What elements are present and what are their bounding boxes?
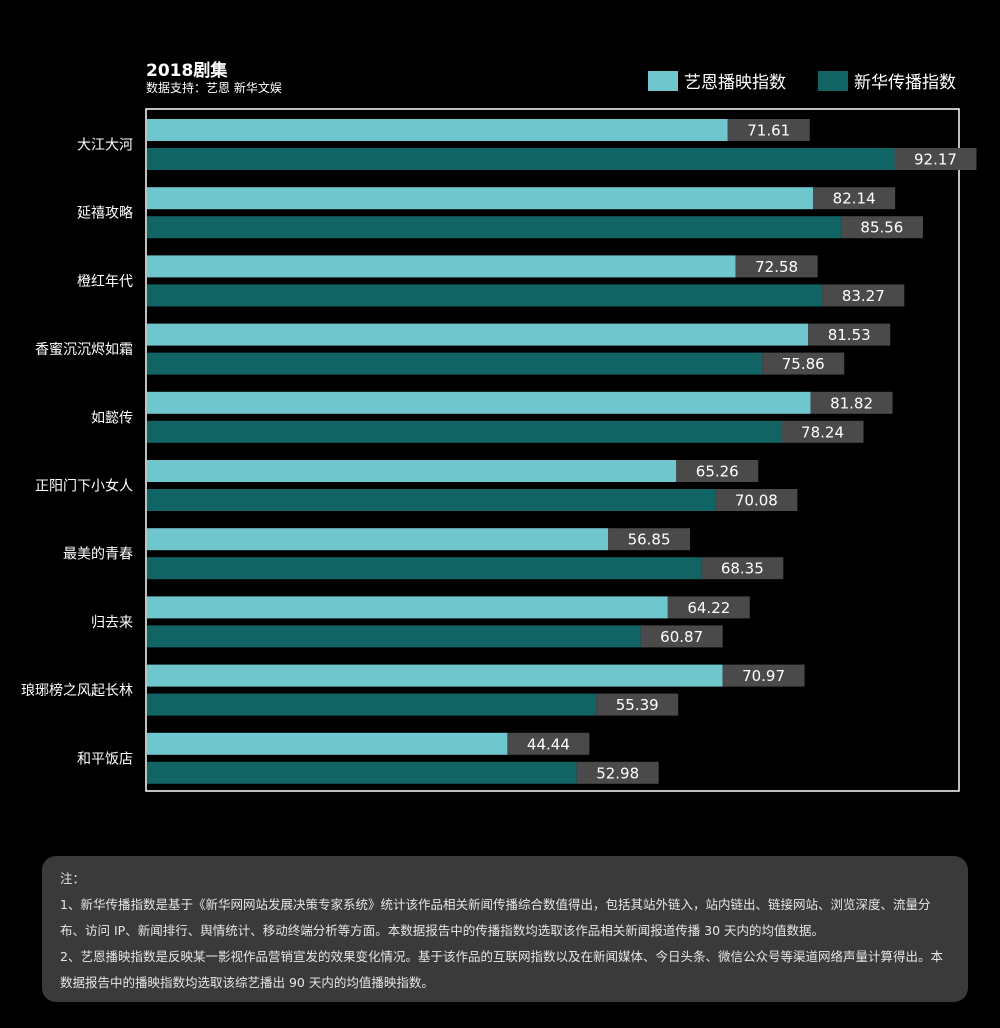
bar-xinhua	[147, 352, 763, 375]
bar-xinhua	[147, 693, 597, 716]
data-label-bg-xinhua	[640, 625, 723, 648]
data-label-yien: 81.53	[828, 326, 871, 344]
data-label-bg-yien	[813, 187, 896, 210]
data-label-xinhua: 55.39	[616, 696, 659, 714]
bar-chart: 大江大河 71.61 92.17 延禧攻略 82.14 85.56 橙红年代 72.58 83.…	[21, 108, 977, 792]
data-label-xinhua: 70.08	[735, 492, 778, 510]
bar-xinhua	[147, 761, 577, 784]
category-label: 橙红年代	[77, 274, 133, 290]
data-label-xinhua: 68.35	[721, 560, 764, 578]
legend-swatch-xinhua	[818, 70, 848, 91]
data-label-xinhua: 92.17	[914, 151, 957, 169]
notes-heading: 注：	[60, 871, 86, 886]
category-label: 最美的青春	[63, 547, 133, 563]
data-label-bg-xinhua	[715, 489, 798, 511]
data-label-bg-xinhua	[576, 761, 659, 784]
category-label: 如懿传	[91, 410, 133, 426]
data-label-bg-xinhua	[822, 284, 905, 307]
bar-xinhua	[147, 148, 895, 170]
bar-yien	[147, 528, 609, 551]
data-label-bg-xinhua	[596, 693, 679, 716]
data-label-bg-yien	[676, 460, 759, 482]
bar-yien	[147, 323, 809, 346]
data-label-yien: 65.26	[696, 463, 739, 481]
category-label: 琅琊榜之风起长林	[21, 682, 133, 699]
category-label: 归去来	[91, 614, 133, 631]
data-label-bg-yien	[727, 119, 810, 141]
data-label-bg-yien	[667, 596, 750, 619]
data-label-bg-xinhua	[701, 557, 784, 580]
bar-yien	[147, 596, 668, 619]
data-label-yien: 71.61	[747, 122, 790, 140]
legend-item-yien: 艺恩播映指数	[648, 68, 786, 93]
bar-xinhua	[147, 284, 823, 307]
data-label-yien: 82.14	[833, 190, 876, 208]
data-label-bg-yien	[735, 255, 818, 278]
bar-yien	[147, 255, 736, 278]
data-label-xinhua: 83.27	[842, 287, 885, 305]
bar-xinhua	[147, 625, 641, 648]
data-label-xinhua: 75.86	[782, 355, 825, 373]
category-label: 延禧攻略	[77, 206, 133, 222]
data-label-xinhua: 60.87	[660, 628, 703, 646]
data-label-yien: 44.44	[527, 735, 570, 753]
data-label-yien: 70.97	[742, 667, 785, 685]
data-label-bg-yien	[722, 664, 805, 687]
bar-xinhua	[147, 216, 841, 239]
chart-subtitle: 数据支持：艺恩 新华文娱	[146, 81, 282, 95]
data-label-bg-yien	[808, 323, 891, 346]
bar-yien	[147, 460, 677, 482]
legend-swatch-yien	[648, 70, 678, 91]
notes-line-1: 1、新华传播指数是基于《新华网网站发展决策专家系统》统计该作品相关新闻传播综合数…	[60, 897, 931, 938]
chart-title: 2018剧集	[146, 61, 228, 81]
data-label-xinhua: 52.98	[596, 764, 639, 782]
category-label: 香蜜沉沉烬如霜	[35, 342, 133, 358]
legend-label-yien: 艺恩播映指数	[684, 73, 786, 93]
bar-yien	[147, 391, 811, 414]
data-label-bg-yien	[608, 528, 691, 551]
notes-line-2: 2、艺恩播映指数是反映某一影视作品营销宣发的效果变化情况。基于该作品的互联网指数…	[60, 949, 943, 990]
bar-xinhua	[147, 420, 782, 443]
data-label-bg-yien	[810, 391, 893, 414]
data-label-bg-xinhua	[781, 420, 864, 443]
data-label-xinhua: 85.56	[860, 219, 903, 237]
bar-xinhua	[147, 489, 716, 511]
category-label: 正阳门下小女人	[35, 478, 133, 495]
data-label-bg-yien	[507, 732, 590, 755]
plot-frame	[145, 108, 960, 792]
category-label: 大江大河	[77, 138, 133, 154]
bar-yien	[147, 732, 508, 755]
bar-yien	[147, 664, 723, 687]
legend-label-xinhua: 新华传播指数	[854, 73, 956, 93]
data-label-yien: 72.58	[755, 258, 798, 276]
bar-xinhua	[147, 557, 702, 580]
data-label-yien: 64.22	[687, 599, 730, 617]
data-label-bg-xinhua	[894, 148, 977, 170]
data-label-yien: 56.85	[628, 531, 671, 549]
legend-item-xinhua: 新华传播指数	[818, 68, 956, 93]
data-label-bg-xinhua	[840, 216, 923, 239]
category-label: 和平饭店	[77, 751, 133, 767]
bar-yien	[147, 187, 814, 210]
data-label-bg-xinhua	[762, 352, 845, 375]
data-label-yien: 81.82	[830, 394, 873, 412]
notes-box: 注： 1、新华传播指数是基于《新华网网站发展决策专家系统》统计该作品相关新闻传播…	[42, 856, 968, 1002]
bar-yien	[147, 119, 728, 141]
data-label-xinhua: 78.24	[801, 423, 844, 441]
